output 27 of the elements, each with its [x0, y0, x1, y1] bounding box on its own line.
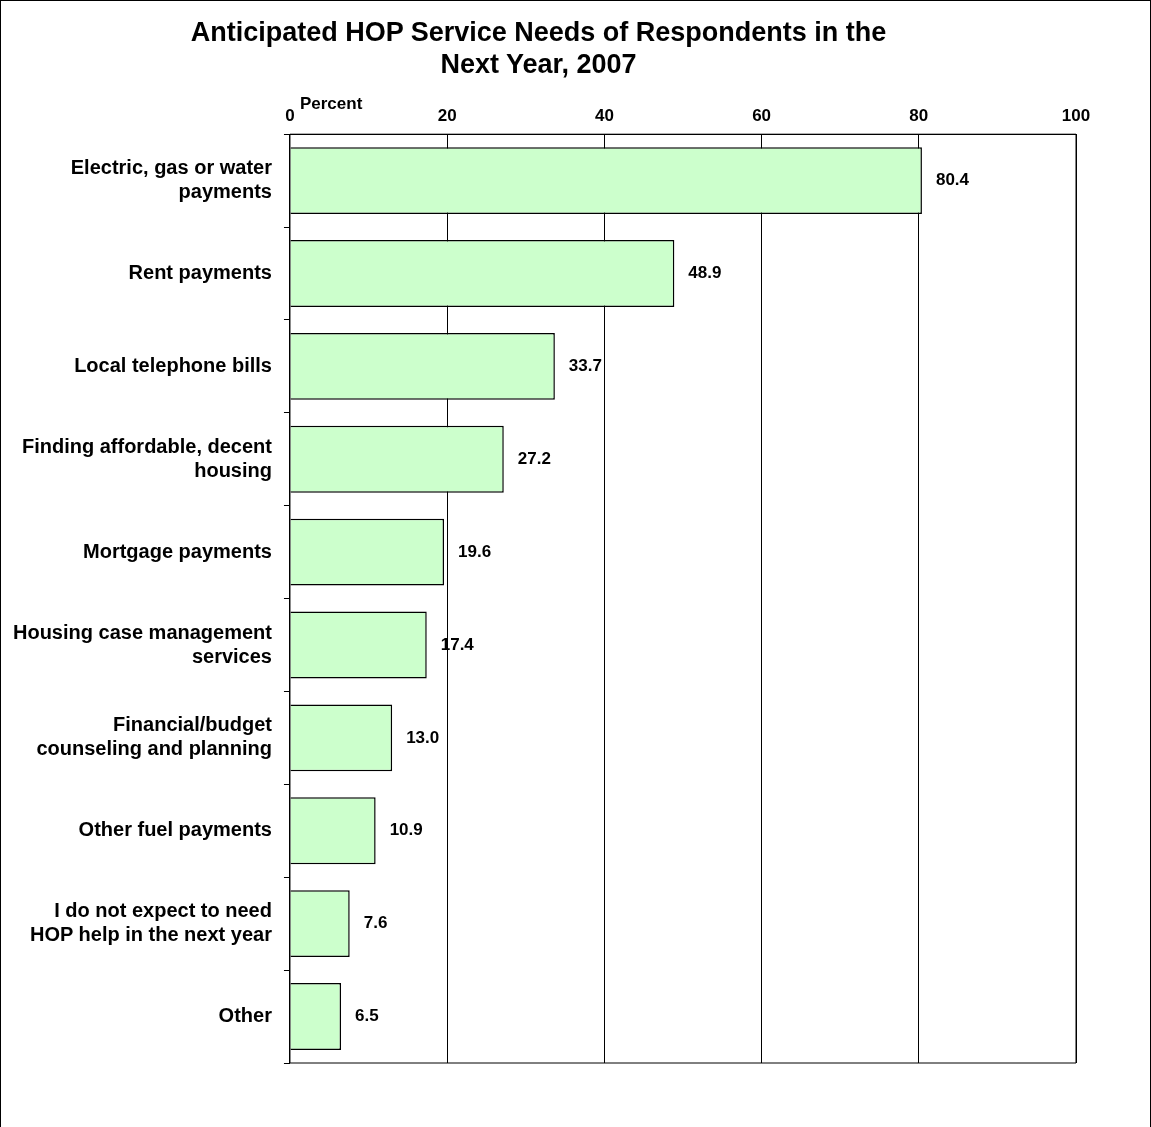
y-tick-label: I do not expect to need HOP help in the next year [30, 899, 273, 946]
data-label: 7.6 [363, 913, 388, 933]
x-tick-label: 80 [909, 105, 929, 125]
y-tick-label: Other [218, 1004, 273, 1027]
data-label: 13.0 [406, 727, 440, 747]
data-label: 80.4 [935, 170, 970, 190]
data-label: 48.9 [688, 263, 722, 283]
data-label: 10.9 [389, 820, 423, 840]
x-tick-label: 100 [1061, 105, 1091, 125]
y-tick-label: Rent payments [128, 261, 272, 284]
data-label: 33.7 [568, 356, 602, 376]
x-tick-label: 40 [594, 105, 614, 125]
x-tick-label: 20 [437, 105, 457, 125]
x-axis-title: Percent [299, 93, 363, 113]
y-tick-label: Housing case management services [13, 620, 273, 667]
y-tick-label: Financial/budget counseling and planning [36, 713, 273, 760]
y-tick-label: Local telephone bills [74, 353, 272, 376]
y-tick-label: Other fuel payments [78, 818, 272, 841]
chart-title: Anticipated HOP Service Needs of Respondents in the Next Year, 2007 [190, 16, 887, 80]
data-label: 6.5 [355, 1006, 379, 1026]
y-tick-label: Finding affordable, decent housing [21, 434, 273, 481]
x-tick-label: 60 [752, 105, 772, 125]
y-tick-label: Electric, gas or water payments [70, 156, 273, 203]
data-label: 27.2 [517, 448, 551, 468]
y-tick-label: Mortgage payments [83, 539, 272, 562]
data-label: 19.6 [458, 541, 492, 561]
x-tick-label: 0 [285, 105, 295, 125]
